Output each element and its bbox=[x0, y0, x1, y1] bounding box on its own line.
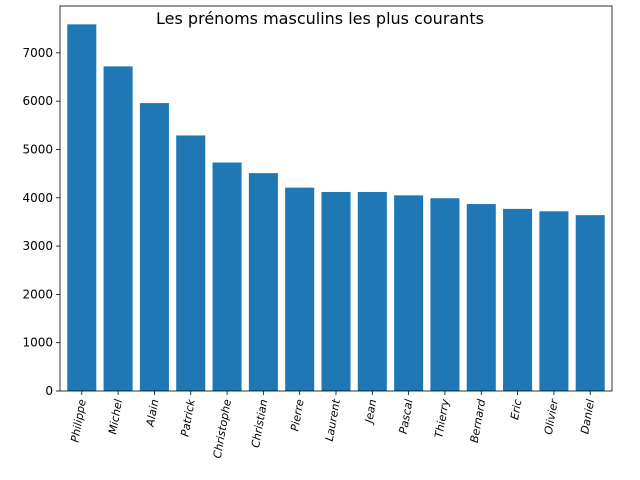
y-tick-label: 5000 bbox=[22, 142, 53, 156]
y-tick-label: 7000 bbox=[22, 46, 53, 60]
x-tick-label: Thierry bbox=[432, 398, 452, 439]
x-tick-label: Daniel bbox=[578, 398, 597, 435]
bar-eric bbox=[503, 208, 533, 391]
bar-christian bbox=[248, 173, 278, 391]
y-axis: 0 1000 2000 3000 4000 5000 6000 7000 bbox=[22, 46, 60, 398]
bar-alain bbox=[139, 103, 169, 391]
bars-group bbox=[67, 24, 605, 392]
bar-jean bbox=[357, 191, 387, 391]
x-tick-label: Christian bbox=[249, 398, 270, 449]
bar-patrick bbox=[176, 135, 206, 391]
y-tick-label: 4000 bbox=[22, 191, 53, 205]
x-tick-label: Eric bbox=[508, 398, 524, 421]
bar-pierre bbox=[285, 187, 315, 391]
bar-christophe bbox=[212, 162, 242, 391]
x-tick-label: Alain bbox=[144, 398, 162, 428]
x-axis: Philippe Michel Alain Patrick Christophe Chri… bbox=[68, 391, 597, 459]
x-tick-label: Laurent bbox=[323, 398, 343, 443]
bar-michel bbox=[103, 66, 133, 391]
y-tick-label: 6000 bbox=[22, 94, 53, 108]
x-tick-label: Pascal bbox=[397, 398, 416, 435]
x-tick-label: Michel bbox=[106, 398, 125, 435]
chart-title: Les prénoms masculins les plus courants bbox=[156, 9, 484, 28]
x-tick-label: Pierre bbox=[288, 398, 306, 432]
bar-pascal bbox=[394, 195, 424, 391]
x-tick-label: Patrick bbox=[178, 398, 197, 438]
x-tick-label: Christophe bbox=[211, 398, 234, 459]
plot-frame bbox=[59, 5, 613, 392]
bar-bernard bbox=[466, 204, 496, 391]
y-tick-label: 3000 bbox=[22, 239, 53, 253]
x-tick-label: Jean bbox=[362, 398, 379, 426]
y-tick-label: 2000 bbox=[22, 287, 53, 301]
y-tick-label: 1000 bbox=[22, 336, 53, 350]
bar-laurent bbox=[321, 191, 351, 391]
x-tick-label: Philippe bbox=[68, 398, 88, 443]
x-tick-label: Bernard bbox=[468, 397, 489, 444]
bar-philippe bbox=[67, 24, 97, 392]
bar-thierry bbox=[430, 198, 460, 391]
bar-daniel bbox=[575, 215, 605, 391]
x-tick-label: Olivier bbox=[542, 397, 561, 436]
bar-olivier bbox=[539, 211, 569, 391]
y-tick-label: 0 bbox=[45, 384, 53, 398]
